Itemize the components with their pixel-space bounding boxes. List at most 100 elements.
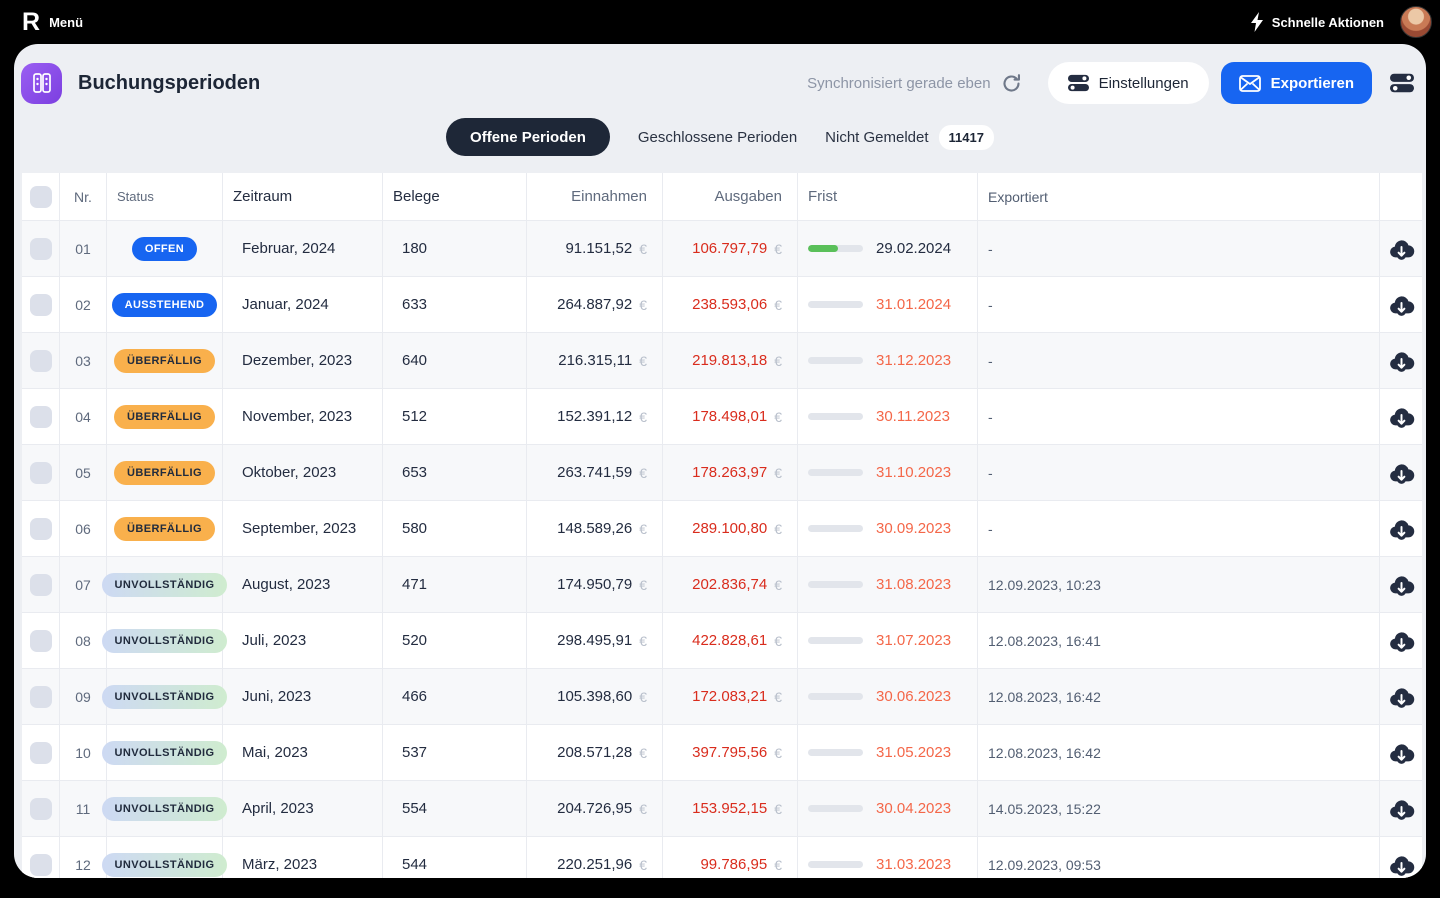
- row-checkbox[interactable]: [29, 405, 52, 428]
- cloud-download-icon: [1389, 576, 1414, 596]
- toggles-icon: [1067, 74, 1089, 92]
- refresh-button[interactable]: [1001, 73, 1022, 94]
- cloud-download-icon: [1389, 352, 1414, 372]
- row-checkbox[interactable]: [29, 741, 52, 764]
- euro-sign: €: [774, 688, 782, 705]
- income-cell: 148.589,26 €: [527, 501, 663, 557]
- status-badge: UNVOLLSTÄNDIG: [101, 852, 228, 877]
- income-cell: 152.391,12 €: [527, 389, 663, 445]
- euro-sign: €: [639, 576, 647, 593]
- settings-button[interactable]: Einstellungen: [1047, 62, 1209, 104]
- income-cell: 91.151,52 €: [527, 221, 663, 277]
- download-report-button[interactable]: [1386, 402, 1417, 431]
- export-button[interactable]: Exportieren: [1220, 62, 1372, 104]
- row-checkbox[interactable]: [29, 797, 52, 820]
- row-number: 01: [60, 221, 107, 277]
- period-label: August, 2023: [223, 557, 383, 613]
- tab-offene-perioden[interactable]: Offene Perioden: [446, 118, 610, 156]
- period-label: März, 2023: [223, 837, 383, 878]
- buchungsperioden-app-icon: [21, 62, 62, 104]
- download-report-button[interactable]: [1386, 794, 1417, 823]
- quick-actions-button[interactable]: Schnelle Aktionen: [1250, 12, 1384, 32]
- income-value: 264.887,92: [557, 296, 633, 313]
- refresh-icon: [1003, 73, 1020, 92]
- deadline-date: 31.10.2023: [876, 464, 952, 481]
- row-checkbox[interactable]: [29, 237, 52, 260]
- deadline-cell: 30.04.2023: [798, 781, 978, 837]
- tab-nicht-gemeldet[interactable]: Nicht Gemeldet 11417: [825, 124, 994, 150]
- download-report-button[interactable]: [1386, 234, 1417, 263]
- app-logo[interactable]: R: [22, 7, 40, 36]
- menu-button[interactable]: Menü: [49, 14, 84, 30]
- row-number: 02: [60, 277, 107, 333]
- status-badge: OFFEN: [131, 236, 198, 261]
- column-header-nr: Nr.: [60, 173, 107, 221]
- euro-sign: €: [774, 240, 782, 257]
- table-row: 07 UNVOLLSTÄNDIG August, 2023 471 174.95…: [22, 557, 1422, 613]
- tab-geschlossene-perioden[interactable]: Geschlossene Perioden: [637, 128, 798, 146]
- status-badge: UNVOLLSTÄNDIG: [101, 740, 228, 765]
- expense-cell: 422.828,61 €: [663, 613, 798, 669]
- income-value: 204.726,95: [557, 800, 633, 817]
- income-cell: 263.741,59 €: [527, 445, 663, 501]
- view-options-button[interactable]: [1390, 73, 1414, 93]
- status-badge: ÜBERFÄLLIG: [114, 348, 215, 373]
- card-header: Buchungsperioden Synchronisiert gerade e…: [14, 44, 1426, 104]
- expense-cell: 238.593,06 €: [663, 277, 798, 333]
- row-checkbox[interactable]: [29, 461, 52, 484]
- download-report-button[interactable]: [1386, 682, 1417, 711]
- expense-cell: 178.263,97 €: [663, 445, 798, 501]
- download-report-button[interactable]: [1386, 626, 1417, 655]
- expense-value: 106.797,79: [692, 240, 768, 257]
- cloud-download-icon: [1389, 632, 1414, 652]
- expense-cell: 202.836,74 €: [663, 557, 798, 613]
- euro-sign: €: [639, 240, 647, 257]
- income-value: 148.589,26: [557, 520, 633, 537]
- download-report-button[interactable]: [1386, 738, 1417, 767]
- euro-sign: €: [774, 464, 782, 481]
- cloud-download-icon: [1389, 688, 1414, 708]
- exported-timestamp: -: [978, 501, 1380, 557]
- income-value: 91.151,52: [565, 240, 633, 257]
- row-checkbox[interactable]: [29, 573, 52, 596]
- download-report-button[interactable]: [1386, 850, 1417, 878]
- income-cell: 220.251,96 €: [527, 837, 663, 878]
- euro-sign: €: [639, 800, 647, 817]
- lightning-icon: [1250, 12, 1263, 32]
- exported-timestamp: 12.08.2023, 16:41: [978, 613, 1380, 669]
- avatar[interactable]: [1400, 6, 1432, 38]
- row-number: 12: [60, 837, 107, 878]
- row-checkbox[interactable]: [29, 293, 52, 316]
- income-value: 208.571,28: [557, 744, 633, 761]
- table-header-row: Nr. Status Zeitraum Belege Einnahmen Aus…: [22, 173, 1422, 221]
- income-value: 174.950,79: [557, 576, 633, 593]
- download-report-button[interactable]: [1386, 346, 1417, 375]
- documents-count: 554: [383, 781, 527, 837]
- row-number: 09: [60, 669, 107, 725]
- exported-timestamp: -: [978, 277, 1380, 333]
- download-report-button[interactable]: [1386, 514, 1417, 543]
- download-report-button[interactable]: [1386, 290, 1417, 319]
- expense-cell: 153.952,15 €: [663, 781, 798, 837]
- table-row: 01 OFFEN Februar, 2024 180 91.151,52 € 1…: [22, 221, 1422, 277]
- documents-count: 466: [383, 669, 527, 725]
- row-checkbox[interactable]: [29, 853, 52, 876]
- row-checkbox[interactable]: [29, 629, 52, 652]
- expense-value: 172.083,21: [692, 688, 768, 705]
- column-header-einnahmen: Einnahmen: [527, 173, 663, 221]
- download-report-button[interactable]: [1386, 458, 1417, 487]
- exported-timestamp: -: [978, 333, 1380, 389]
- documents-count: 537: [383, 725, 527, 781]
- deadline-date: 31.01.2024: [876, 296, 952, 313]
- deadline-date: 31.07.2023: [876, 632, 952, 649]
- exported-timestamp: 12.09.2023, 10:23: [978, 557, 1380, 613]
- select-all-checkbox[interactable]: [29, 185, 52, 208]
- expense-value: 238.593,06: [692, 296, 768, 313]
- row-checkbox[interactable]: [29, 685, 52, 708]
- cloud-download-icon: [1389, 800, 1414, 820]
- deadline-date: 30.06.2023: [876, 688, 952, 705]
- row-checkbox[interactable]: [29, 349, 52, 372]
- download-report-button[interactable]: [1386, 570, 1417, 599]
- row-checkbox[interactable]: [29, 517, 52, 540]
- deadline-date: 29.02.2024: [876, 240, 952, 257]
